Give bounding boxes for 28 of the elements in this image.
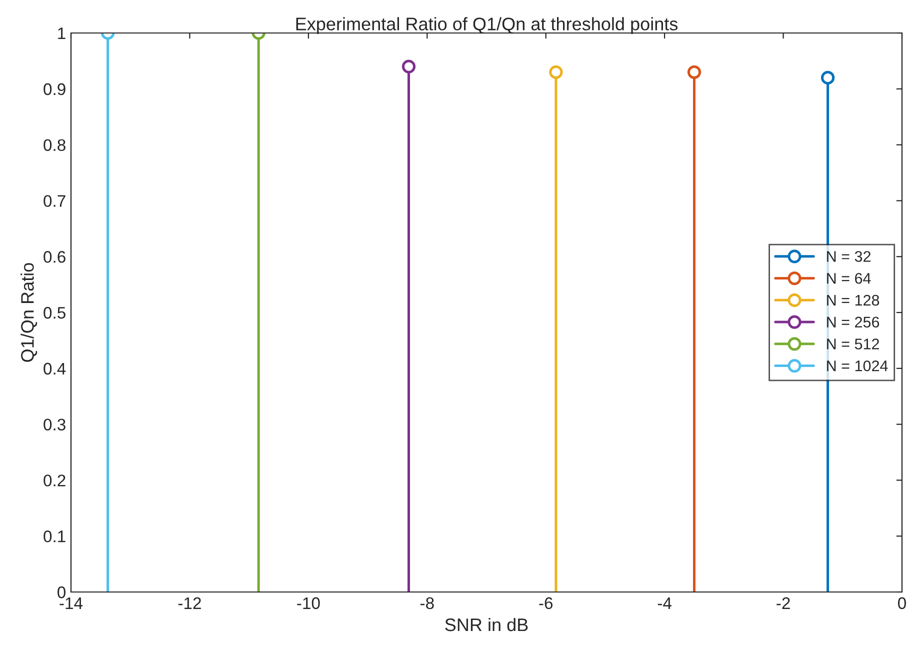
legend-label: N = 64	[827, 272, 871, 284]
x-tick-label: -4	[658, 597, 672, 609]
legend-label: N = 128	[827, 294, 880, 306]
y-tick-label: 0.3	[44, 418, 66, 431]
x-tick-label: 0	[898, 597, 906, 610]
y-tick-label: 0.8	[44, 139, 66, 152]
y-tick-label: 0	[58, 586, 66, 598]
y-tick-label: 0.9	[44, 83, 66, 96]
x-tick-label: -10	[297, 597, 320, 610]
legend-label: N = 512	[827, 338, 879, 350]
x-tick-label: -12	[178, 597, 201, 609]
y-tick-label: 1	[58, 28, 66, 40]
legend-label: N = 32	[827, 251, 870, 262]
y-tick-label: 0.1	[44, 530, 66, 542]
y-axis-title: Q1/Qn Ratio	[20, 263, 38, 362]
y-tick-label: 0.6	[44, 251, 66, 263]
legend-label: N = 1024	[827, 360, 888, 372]
x-tick-label: -6	[539, 597, 553, 610]
x-tick-label: -14	[60, 597, 83, 609]
x-axis-title: SNR in dB	[445, 618, 528, 632]
y-tick-label: 0.5	[44, 306, 66, 319]
y-tick-label: 0.2	[44, 474, 66, 486]
chart-title: Experimental Ratio of Q1/Qn at threshold points	[296, 17, 678, 34]
x-tick-label: -8	[420, 597, 434, 610]
x-tick-label: -2	[776, 597, 790, 609]
y-tick-label: 0.7	[44, 195, 66, 207]
legend-label: N = 256	[827, 316, 880, 328]
y-tick-label: 0.4	[44, 362, 66, 375]
